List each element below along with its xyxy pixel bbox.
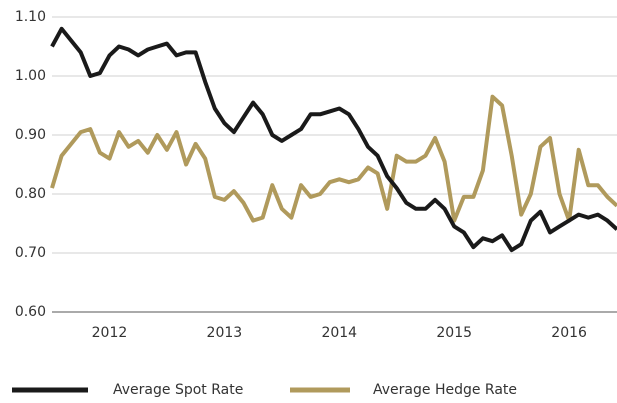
series-line [50,94,617,223]
legend-label: Average Spot Rate [113,382,243,398]
y-tick-label: 1.10 [15,9,46,25]
x-tick-label: 2012 [92,325,128,341]
x-tick-label: 2013 [207,325,243,341]
legend-label: Average Hedge Rate [373,382,517,398]
y-tick-label: 0.60 [15,304,46,320]
y-tick-label: 0.70 [15,245,46,261]
y-tick-label: 0.90 [15,127,46,143]
x-tick-label: 2014 [321,325,357,341]
y-tick-label: 0.80 [15,186,46,202]
series-line [50,26,617,253]
x-tick-label: 2016 [551,325,587,341]
x-tick-label: 2015 [436,325,472,341]
y-tick-label: 1.00 [15,68,46,84]
